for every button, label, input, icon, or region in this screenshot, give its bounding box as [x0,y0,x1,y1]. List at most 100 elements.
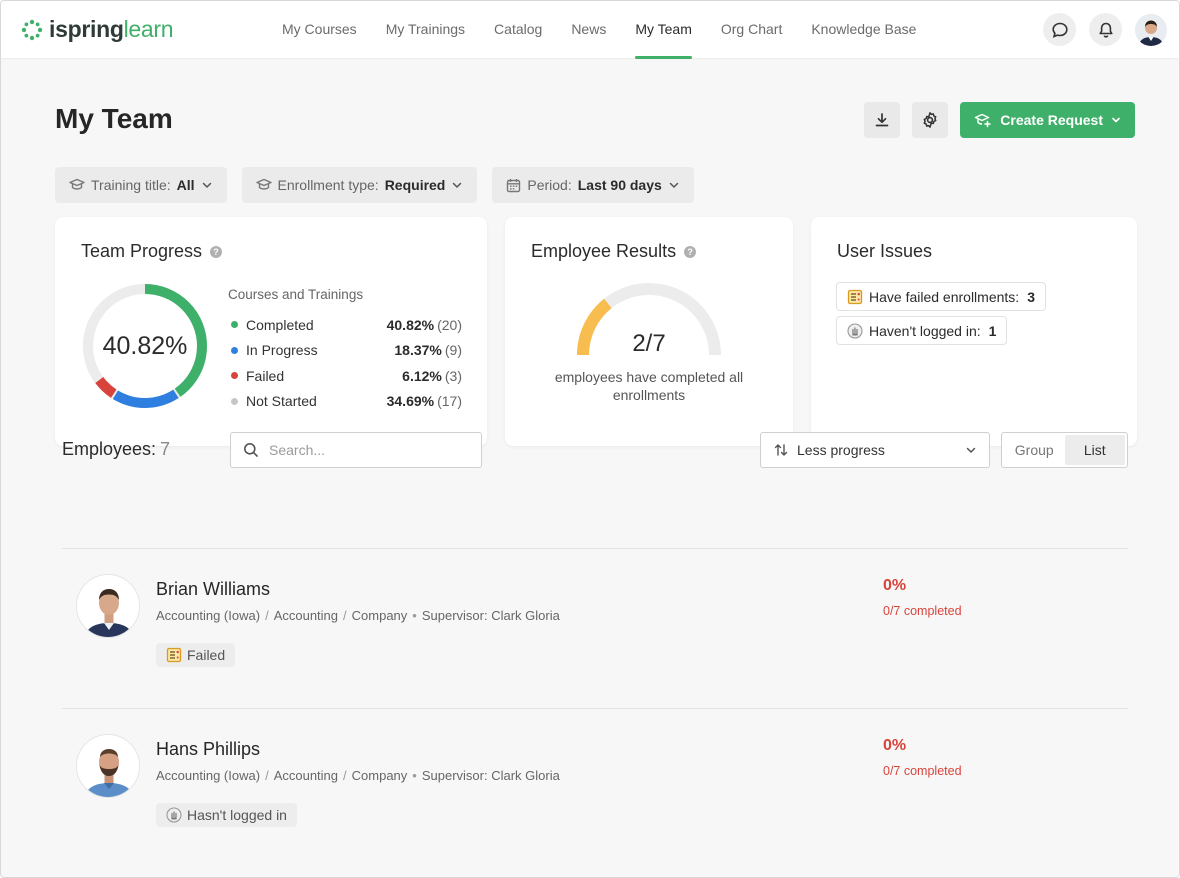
employees-label: Employees: [62,439,157,459]
filter-training-title-label: Training title: [91,177,171,193]
legend-value: 6.12% [402,367,442,384]
chevron-down-icon [453,182,462,188]
view-list-button[interactable]: List [1064,435,1125,465]
search-box[interactable] [230,432,482,468]
nav-catalog[interactable]: Catalog [494,21,543,37]
filter-period-value: Last 90 days [577,177,662,193]
chevron-down-icon [966,447,976,453]
main-nav: My Courses My Trainings Catalog News My … [282,1,945,59]
nav-my-team[interactable]: My Team [635,1,692,59]
chat-icon [1051,22,1068,38]
filter-enrollment-type[interactable]: Enrollment type: Required [241,167,478,203]
sort-select[interactable]: Less progress [760,432,990,468]
search-icon [244,443,258,457]
legend-count: (17) [437,393,462,410]
chat-button[interactable] [1043,13,1076,46]
filter-bar: Training title: All Enrollment type: Req… [55,167,694,203]
employee-status-tag: Failed [156,643,236,667]
user-issues-card: User Issues Have failed enrollments: 3 H… [811,217,1137,446]
failed-checklist-icon [847,289,863,304]
issue-not-logged-in[interactable]: Haven't logged in: 1 [836,316,1008,345]
graduation-plus-icon [975,113,992,128]
help-icon[interactable]: ? [210,245,223,258]
graduation-cap-icon [255,178,272,190]
employee-company: Company [351,768,408,783]
team-progress-title: Team Progress ? [81,241,223,262]
legend-value: 40.82% [386,316,435,333]
calendar-icon [507,178,521,192]
legend-item-in-progress: In Progress 18.37% (9) [231,338,462,364]
results-caption: employees have completed all enrollments [554,369,744,403]
nav-org-chart[interactable]: Org Chart [720,21,783,37]
legend-dot [231,372,238,380]
chevron-down-icon [1112,117,1120,123]
gauge-value-arc [577,298,612,356]
page-actions: Create Request [864,102,1135,138]
search-input[interactable] [269,442,459,458]
employees-count: Employees: 7 [62,439,170,460]
issue-failed-enrollments[interactable]: Have failed enrollments: 3 [836,282,1046,311]
nav-news[interactable]: News [571,21,607,37]
employee-name[interactable]: Hans Phillips [156,739,261,759]
hand-icon [166,807,182,823]
legend-label: Completed [246,316,314,333]
legend-item-completed: Completed 40.82% (20) [231,312,462,338]
logo[interactable]: ispringlearn [21,16,174,43]
page-title: My Team [55,103,173,134]
user-photo-icon [1135,13,1167,46]
progress-donut-chart [83,284,207,408]
nav-knowledge-base[interactable]: Knowledge Base [811,21,917,37]
employee-photo-icon [77,735,139,797]
employee-name[interactable]: Brian Williams [156,579,271,599]
help-icon[interactable]: ? [684,245,697,258]
employee-company: Company [351,608,408,623]
filter-period[interactable]: Period: Last 90 days [492,167,694,203]
employee-dept: Accounting (Iowa) [156,608,261,623]
employee-division: Accounting [273,768,339,783]
legend-count: (3) [444,367,462,384]
employee-meta: Accounting (Iowa) / Accounting / Company • Sup… [156,608,560,623]
view-group-button[interactable]: Group [1014,442,1054,458]
create-request-label: Create Request [1000,112,1103,128]
issue-label: Have failed enrollments: [869,288,1020,305]
graduation-cap-icon [69,178,85,190]
ispring-logo-icon [21,19,43,40]
top-actions [1043,13,1167,46]
progress-donut-value: 40.82% [102,331,188,360]
results-gauge [575,281,723,361]
employee-row[interactable]: Brian Williams Accounting (Iowa) / Account… [62,549,1128,709]
employees-number: 7 [160,439,171,459]
hand-icon [847,322,863,339]
user-avatar[interactable] [1135,13,1167,46]
legend-item-not-started: Not Started 34.69% (17) [231,389,462,415]
issue-count: 1 [988,322,997,339]
divider [62,708,1128,709]
logo-text-ispring: ispring [49,16,124,42]
progress-legend: Completed 40.82% (20) In Progress 18.37%… [231,312,462,414]
filter-training-title-value: All [176,177,195,193]
employee-status-tag: Hasn't logged in [156,803,297,827]
tag-label: Hasn't logged in [187,807,287,823]
legend-label: In Progress [246,342,318,359]
issue-label: Haven't logged in: [869,322,981,339]
team-progress-card: Team Progress ? 40.82% Courses and Train… [55,217,487,446]
results-value: 2/7 [632,330,666,357]
notifications-button[interactable] [1089,13,1122,46]
download-button[interactable] [864,102,901,138]
employee-division: Accounting [273,608,339,623]
legend-count: (20) [437,316,462,333]
create-request-button[interactable]: Create Request [960,102,1135,138]
settings-button[interactable] [912,102,949,138]
nav-my-courses[interactable]: My Courses [282,21,357,37]
progress-donut: 40.82% [79,280,211,412]
download-icon [875,113,889,127]
employee-avatar [76,734,140,798]
employee-row[interactable]: Hans Phillips Accounting (Iowa) / Accounti… [62,709,1128,869]
nav-my-trainings[interactable]: My Trainings [385,21,466,37]
issue-count: 3 [1027,288,1035,305]
bell-icon [1098,22,1113,38]
filter-training-title[interactable]: Training title: All [55,167,227,203]
employee-meta: Accounting (Iowa) / Accounting / Company • Sup… [156,768,560,783]
team-progress-title-text: Team Progress [81,241,203,261]
chevron-down-icon [202,182,211,188]
